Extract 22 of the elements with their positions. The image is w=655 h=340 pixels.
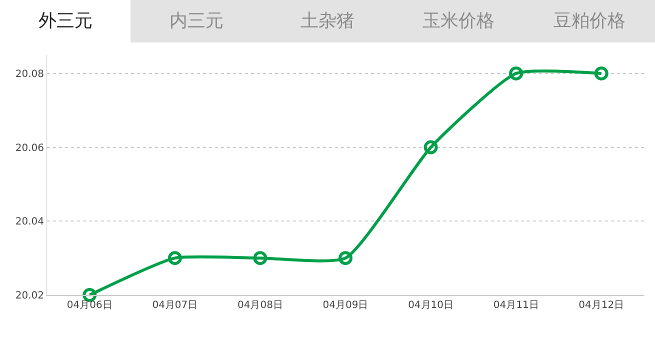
x-tick-label: 04月12日 xyxy=(578,300,624,311)
text: 玉米价格 xyxy=(422,10,494,32)
point xyxy=(509,66,524,80)
point xyxy=(253,251,268,266)
x-tick-label: 04月10日 xyxy=(408,300,454,311)
y-tick-label: 20.08 xyxy=(15,68,44,80)
text: 土杂猪 xyxy=(300,10,354,32)
x-tick-label: 04月07日 xyxy=(152,300,198,311)
point xyxy=(424,140,438,154)
point xyxy=(594,66,608,80)
y-tick-label: 20.02 xyxy=(15,290,44,302)
y-tick-label: 20.06 xyxy=(15,142,44,154)
x-tick-label: 04月06日 xyxy=(66,300,112,311)
x-tick-label: 04月09日 xyxy=(322,300,368,311)
x-tick-label: 04月11日 xyxy=(493,300,539,311)
point xyxy=(168,251,182,266)
text: 内三元 xyxy=(170,10,224,32)
x-tick-label: 04月08日 xyxy=(237,300,283,311)
point xyxy=(338,251,352,266)
text: 豆粕价格 xyxy=(554,10,626,32)
y-tick-label: 20.04 xyxy=(15,216,44,228)
text: 外三元 xyxy=(38,10,92,32)
